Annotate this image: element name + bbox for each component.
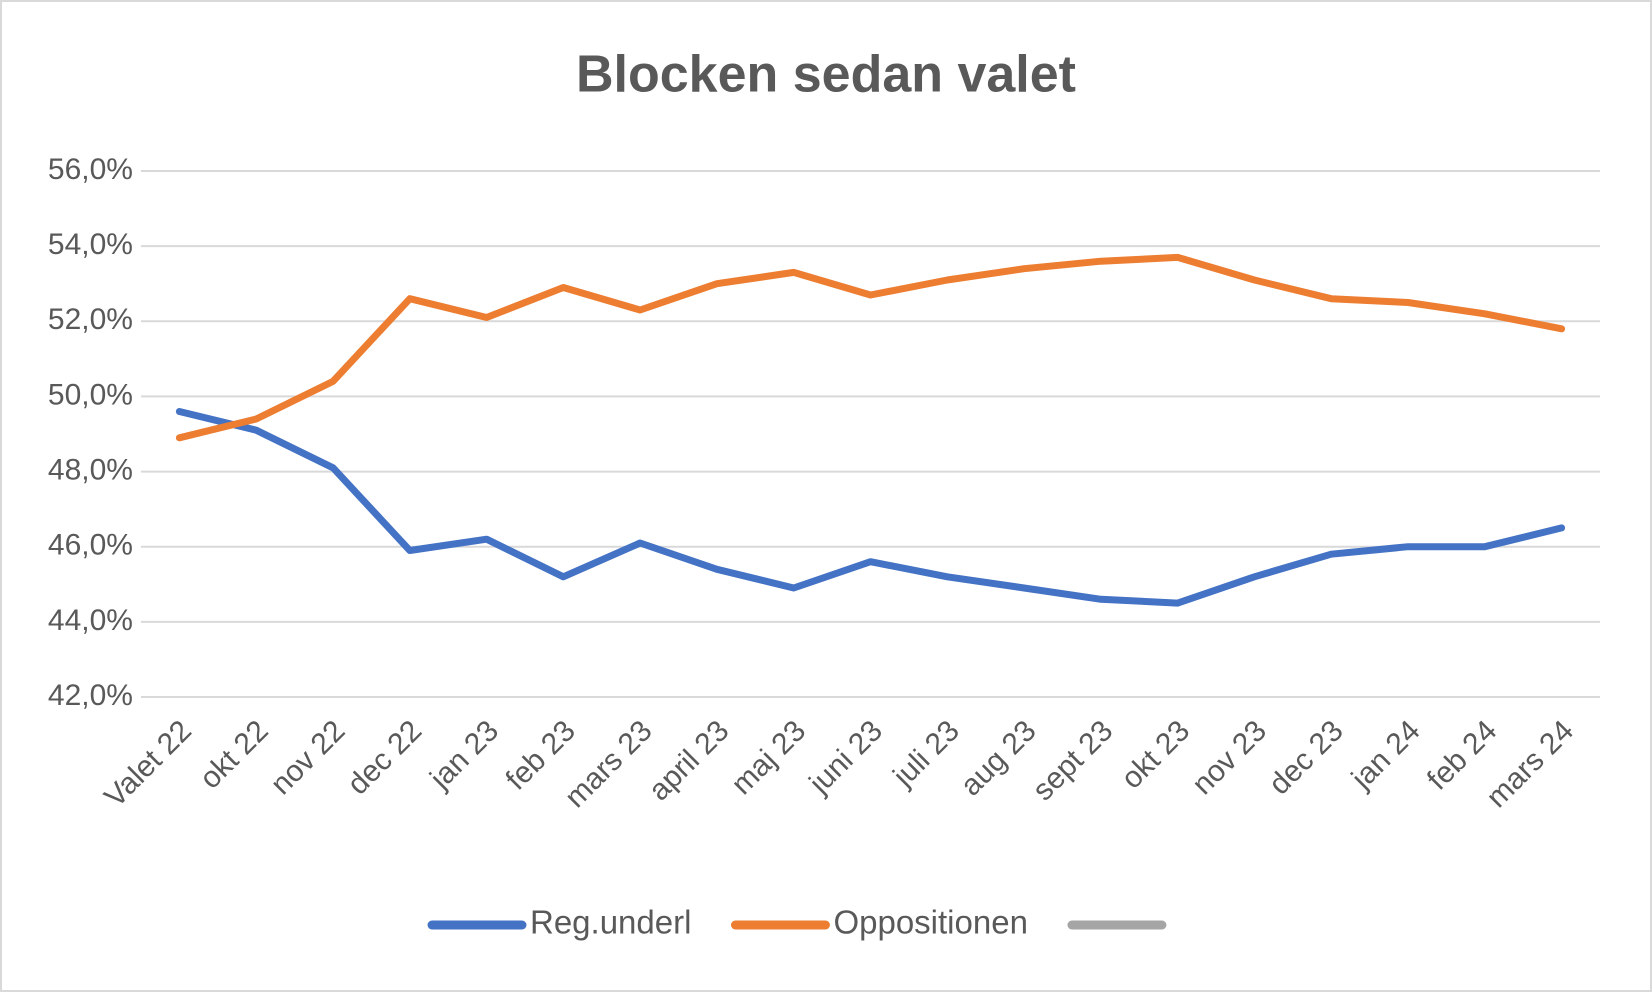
y-tick-label: 46,0% [48, 529, 133, 562]
series-line [175, 408, 1566, 607]
y-tick-label: 54,0% [48, 228, 133, 261]
y-tick-label: 44,0% [48, 604, 133, 637]
legend-label: Reg.underl [530, 904, 691, 941]
chart-title: Blocken sedan valet [576, 46, 1076, 104]
legend-label: Oppositionen [833, 904, 1027, 941]
y-tick-label: 48,0% [48, 453, 133, 486]
y-tick-label: 52,0% [48, 303, 133, 336]
y-tick-label: 50,0% [48, 378, 133, 411]
series-line [175, 253, 1566, 442]
y-tick-label: 42,0% [48, 679, 133, 712]
y-tick-label: 56,0% [48, 153, 133, 186]
